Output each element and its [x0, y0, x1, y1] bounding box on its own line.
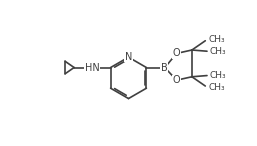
Text: CH₃: CH₃ [208, 35, 225, 44]
Text: CH₃: CH₃ [210, 71, 227, 80]
Text: CH₃: CH₃ [208, 84, 225, 92]
Text: N: N [125, 52, 132, 62]
Text: O: O [173, 48, 180, 58]
Text: B: B [161, 62, 167, 73]
Text: CH₃: CH₃ [210, 47, 227, 56]
Text: HN: HN [85, 62, 100, 73]
Text: O: O [173, 75, 180, 85]
